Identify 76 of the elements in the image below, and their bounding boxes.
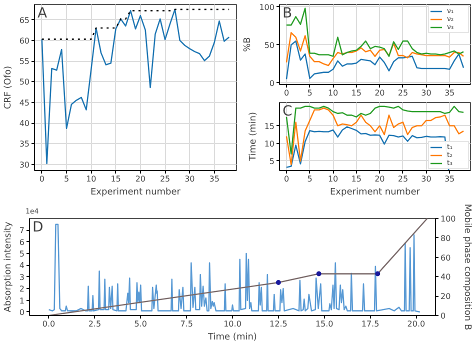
x-tick-label: 5: [307, 174, 312, 184]
x-tick-label: 20.0: [407, 320, 426, 328]
x-tick-label: 0: [39, 174, 44, 184]
x-tick-label: 5: [307, 88, 312, 98]
x-tick-label: 35: [444, 88, 455, 98]
y-axis-title: %B: [243, 37, 254, 52]
y2-tick-label: 40: [440, 272, 451, 282]
x-tick-label: 25: [398, 174, 408, 184]
x-tick-label: 10: [328, 174, 338, 184]
x-tick-label: 35: [444, 174, 455, 184]
y-axis-title: Time (min): [248, 112, 258, 162]
y-tick-label: 30: [19, 160, 30, 170]
y2-tick-label: 80: [440, 234, 451, 243]
x-tick-label: 25: [398, 88, 408, 98]
x-tick-label: 15: [351, 174, 362, 184]
x-axis-title: Experiment number: [90, 188, 181, 198]
x-tick-label: 35: [209, 174, 220, 184]
x-tick-label: 17.5: [361, 320, 380, 328]
y-tick-label: 1: [19, 296, 25, 306]
x-tick-label: 5: [64, 174, 70, 184]
line-series: [286, 8, 464, 57]
y-axis-title: CRF (Ofo): [3, 66, 14, 110]
y-tick-label: 3: [19, 272, 25, 282]
y-tick-label: 15: [264, 122, 275, 131]
x-tick-label: 2.5: [88, 320, 102, 328]
x-tick-label: 0: [284, 88, 290, 98]
y-tick-label: 55: [19, 57, 30, 66]
x-tick-label: 7.5: [180, 320, 193, 328]
x-tick-label: 20: [135, 174, 146, 184]
x-tick-label: 0.0: [42, 320, 56, 328]
y-axis-title: Absorption intensity: [3, 221, 14, 312]
chart-title: D: [32, 220, 44, 236]
y-tick-label: 60: [19, 36, 30, 46]
x-tick-label: 0: [284, 174, 290, 184]
y-tick-label: 7: [19, 226, 25, 236]
x-tick-label: 10: [86, 174, 96, 184]
x-tick-label: 30: [421, 88, 432, 98]
x-tick-label: 30: [184, 174, 195, 184]
y-tick-label: 10: [264, 139, 275, 148]
chart-title: C: [282, 104, 292, 120]
x-tick-label: 15: [110, 174, 121, 184]
y-tick-label: 4: [19, 261, 25, 270]
x-tick-label: 15: [351, 88, 362, 98]
chart-title: A: [38, 6, 48, 22]
y-tick-label: 35: [19, 140, 30, 149]
x-tick-label: 30: [421, 174, 432, 184]
y2-tick-label: 60: [440, 253, 451, 262]
y-tick-label: 45: [19, 98, 30, 108]
x-axis-title: Time (min): [207, 332, 257, 342]
x-tick-label: 10: [328, 88, 338, 98]
x-tick-label: 20: [374, 88, 385, 98]
x-tick-label: 12.5: [270, 320, 288, 328]
y-tick-label: 5: [269, 156, 275, 166]
y2-tick-label: 100: [440, 214, 456, 224]
y-tick-label: 50: [19, 78, 30, 87]
chart-title: B: [282, 6, 292, 22]
x-tick-label: 10.0: [224, 320, 242, 328]
y-tick-label: 50: [264, 40, 275, 50]
y-tick-label: 0: [19, 308, 25, 317]
y-tick-label: 0: [269, 78, 275, 88]
x-tick-label: 20: [374, 174, 385, 184]
x-tick-label: 5.0: [134, 320, 148, 328]
line-series: [286, 40, 464, 80]
y-tick-label: 100: [259, 2, 275, 12]
line-series: [286, 32, 464, 66]
x-axis-title: Experiment number: [330, 188, 420, 198]
y-tick-label: 65: [19, 16, 30, 25]
y-tick-label: 2: [19, 284, 25, 294]
y2-tick-label: 20: [440, 292, 451, 302]
y-tick-label: 5: [19, 250, 25, 259]
y-tick-label: 40: [19, 119, 30, 128]
y2-tick-label: 0: [440, 312, 446, 320]
y-tick-label: 6: [19, 238, 25, 247]
x-tick-label: 25: [160, 174, 170, 184]
y2-axis-title: Mobile phase composition B: [462, 204, 472, 330]
x-tick-label: 15.0: [315, 320, 334, 328]
